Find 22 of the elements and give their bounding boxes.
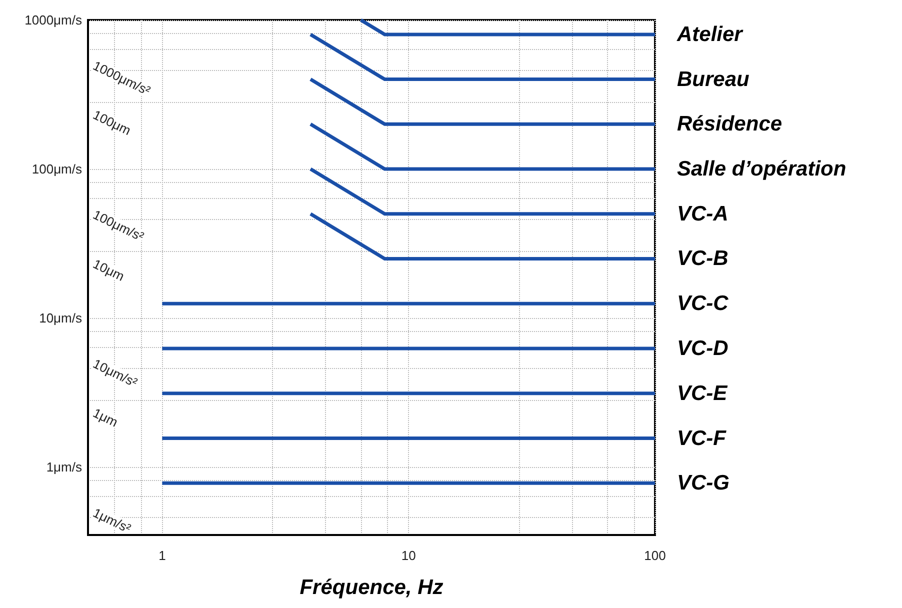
y-tick-label: 1000μm/s	[24, 12, 82, 28]
x-axis-title: Fréquence, Hz	[300, 576, 444, 599]
y-tick-label: 100μm/s	[32, 162, 82, 177]
series-label: Salle d’opération	[677, 158, 846, 181]
series-label: Résidence	[677, 112, 782, 136]
x-tick-label: 1	[158, 548, 166, 563]
series-label: Bureau	[677, 68, 750, 91]
series-label: VC-G	[677, 472, 730, 495]
x-tick-label: 10	[401, 548, 416, 563]
series-label: VC-A	[677, 202, 728, 226]
annotation: 1μm/s²	[90, 505, 134, 536]
series-label: VC-E	[677, 382, 728, 405]
series-label: VC-C	[677, 292, 730, 316]
annotation: 10μm	[90, 256, 127, 284]
annotation: 1μm	[90, 405, 120, 430]
y-tick-label: 10μm/s	[39, 310, 82, 326]
series-label: VC-B	[677, 247, 728, 270]
y-tick-label: 1μm/s	[46, 460, 82, 475]
series-label: VC-F	[677, 426, 728, 450]
series-label: VC-D	[677, 336, 728, 360]
x-tick-label: 100	[644, 548, 666, 563]
series-label: Atelier	[676, 22, 744, 46]
